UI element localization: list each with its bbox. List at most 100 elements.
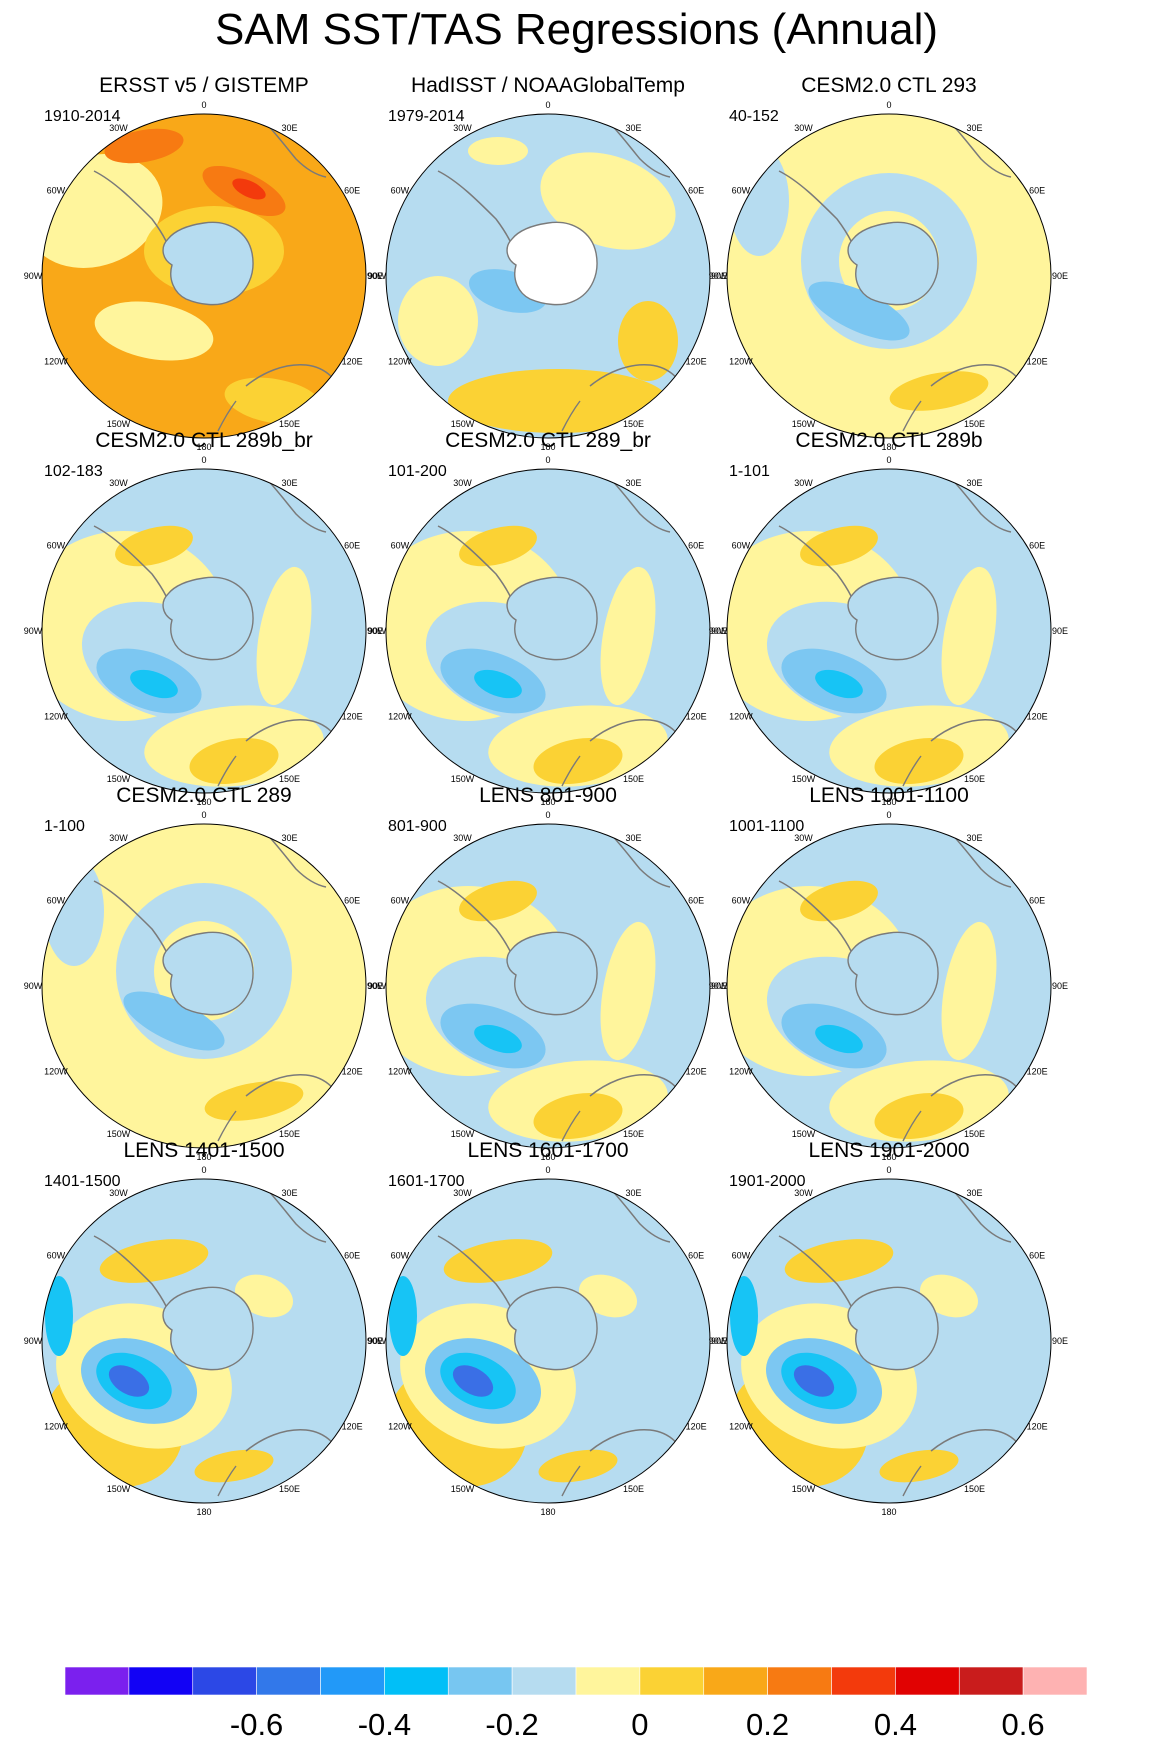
longitude-label: 90W <box>709 271 728 281</box>
anomaly-layer <box>727 1179 1051 1503</box>
africa-coastline <box>261 1183 327 1243</box>
longitude-label: 90E <box>1052 271 1068 281</box>
longitude-label: 0 <box>886 1165 891 1175</box>
warm-weak-region <box>600 921 656 1061</box>
antarctica-landmass <box>506 576 598 661</box>
south-america-coastline <box>93 525 167 597</box>
longitude-label: 30E <box>625 478 641 488</box>
map-panel: CESM2.0 CTL 289b 1-101 0 30E 60E 90E 120E 150E 1… <box>697 428 1081 824</box>
longitude-label: 0 <box>545 810 550 820</box>
new-zealand-coastline <box>890 1110 922 1148</box>
polar-map: 0 30E 60E 90E 120E 150E 180 150W 120W 90W 60W 30W <box>368 810 727 1162</box>
south-america-coastline <box>437 880 511 952</box>
longitude-label: 30E <box>966 123 982 133</box>
antarctica-landmass <box>847 1286 939 1371</box>
anomaly-layer <box>42 114 366 438</box>
longitude-label: 180 <box>881 1507 896 1517</box>
south-america-coastline <box>778 170 852 242</box>
new-zealand-coastline <box>549 755 581 793</box>
longitude-label: 120E <box>342 357 363 367</box>
panel-title: CESM2.0 CTL 293 <box>801 74 977 97</box>
panel-year-range: 1901-2000 <box>729 1173 806 1190</box>
longitude-label: 150E <box>623 1129 644 1139</box>
longitude-label: 120W <box>44 1422 68 1432</box>
longitude-label: 150E <box>623 774 644 784</box>
longitude-label: 150W <box>107 1484 131 1494</box>
map-panel: LENS 1601-1700 1601-1700 0 30E 60E 90E 120E 150… <box>356 1138 740 1534</box>
cool-region <box>808 281 910 341</box>
longitude-label: 30E <box>281 833 297 843</box>
longitude-label: 60E <box>344 186 360 196</box>
colorbar-label: 0.6 <box>1002 1707 1045 1742</box>
longitude-label: 60E <box>688 896 704 906</box>
map-border <box>726 113 1052 439</box>
warm-moderate-region <box>204 1081 304 1121</box>
map-panel: LENS 1401-1500 1401-1500 0 30E 60E 90E 120E 150… <box>12 1138 396 1534</box>
longitude-label: 0 <box>886 810 891 820</box>
longitude-label: 150E <box>279 774 300 784</box>
warm-moderate-region <box>533 737 623 785</box>
longitude-label: 30W <box>109 123 128 133</box>
warm-weak-region <box>941 566 997 706</box>
longitude-label: 90W <box>368 271 387 281</box>
longitude-label: 0 <box>201 100 206 110</box>
panel-title: LENS 1001-1100 <box>809 784 969 807</box>
warm-peak-region <box>232 178 266 200</box>
colorbar-swatch <box>128 1666 194 1696</box>
longitude-label: 90W <box>368 626 387 636</box>
panel-title: LENS 1601-1700 <box>467 1139 629 1162</box>
longitude-label: 60W <box>391 896 410 906</box>
anomaly-layer <box>727 824 1051 1148</box>
longitude-label: 90W <box>709 1336 728 1346</box>
longitude-label: 120E <box>342 1422 363 1432</box>
longitude-label: 150E <box>279 1129 300 1139</box>
warm-moderate-region <box>784 1239 894 1283</box>
longitude-label: 120E <box>342 1067 363 1077</box>
longitude-label: 150W <box>451 419 475 429</box>
longitude-label: 30W <box>794 478 813 488</box>
longitude-label: 60E <box>1029 1251 1045 1261</box>
longitude-label: 150E <box>279 419 300 429</box>
warm-weak-region <box>468 137 528 165</box>
longitude-label: 120E <box>686 357 707 367</box>
longitude-label: 90W <box>24 1336 43 1346</box>
warm-moderate-region <box>538 1449 618 1483</box>
panel-year-range: 1601-1700 <box>388 1173 465 1190</box>
longitude-label: 60E <box>1029 186 1045 196</box>
colorbar-label: 0.4 <box>874 1707 917 1742</box>
longitude-label: 0 <box>545 455 550 465</box>
anomaly-layer <box>727 114 1051 438</box>
longitude-label: 60W <box>391 1251 410 1261</box>
longitude-label: 30E <box>281 478 297 488</box>
longitude-label: 120W <box>388 1422 412 1432</box>
warm-strong-region <box>104 128 184 164</box>
anomaly-layer <box>386 824 710 1148</box>
antarctica-landmass <box>506 1286 598 1371</box>
panel-title: LENS 1901-2000 <box>808 1139 970 1162</box>
map-border <box>41 468 367 794</box>
africa-coastline <box>605 473 671 533</box>
longitude-label: 30W <box>109 1188 128 1198</box>
longitude-label: 120E <box>1027 1067 1048 1077</box>
panel-year-range: 1979-2014 <box>388 108 465 125</box>
panel-title: HadISST / NOAAGlobalTemp <box>411 74 685 97</box>
new-zealand-coastline <box>890 755 922 793</box>
map-border <box>41 1178 367 1504</box>
colorbar-swatch <box>1022 1666 1088 1696</box>
warm-moderate-region <box>448 369 668 433</box>
longitude-label: 60W <box>47 541 66 551</box>
longitude-label: 150E <box>279 1484 300 1494</box>
antarctica-landmass <box>162 221 254 306</box>
longitude-label: 180 <box>881 797 896 807</box>
panel-year-range: 1910-2014 <box>44 108 121 125</box>
warm-moderate-region <box>874 737 964 785</box>
colorbar-swatch <box>703 1666 768 1696</box>
longitude-label: 120E <box>686 712 707 722</box>
new-zealand-coastline <box>890 400 922 438</box>
longitude-label: 150W <box>107 774 131 784</box>
anomaly-layer <box>727 469 1051 793</box>
polar-map: 0 30E 60E 90E 120E 150E 180 150W 120W 90W 60W 30W <box>24 1165 383 1517</box>
panel-title: CESM2.0 CTL 289b_br <box>95 429 313 452</box>
colorbar: -0.6 -0.4 -0.2 0 0.2 0.4 0.6 <box>64 1666 1088 1742</box>
map-border <box>726 823 1052 1149</box>
